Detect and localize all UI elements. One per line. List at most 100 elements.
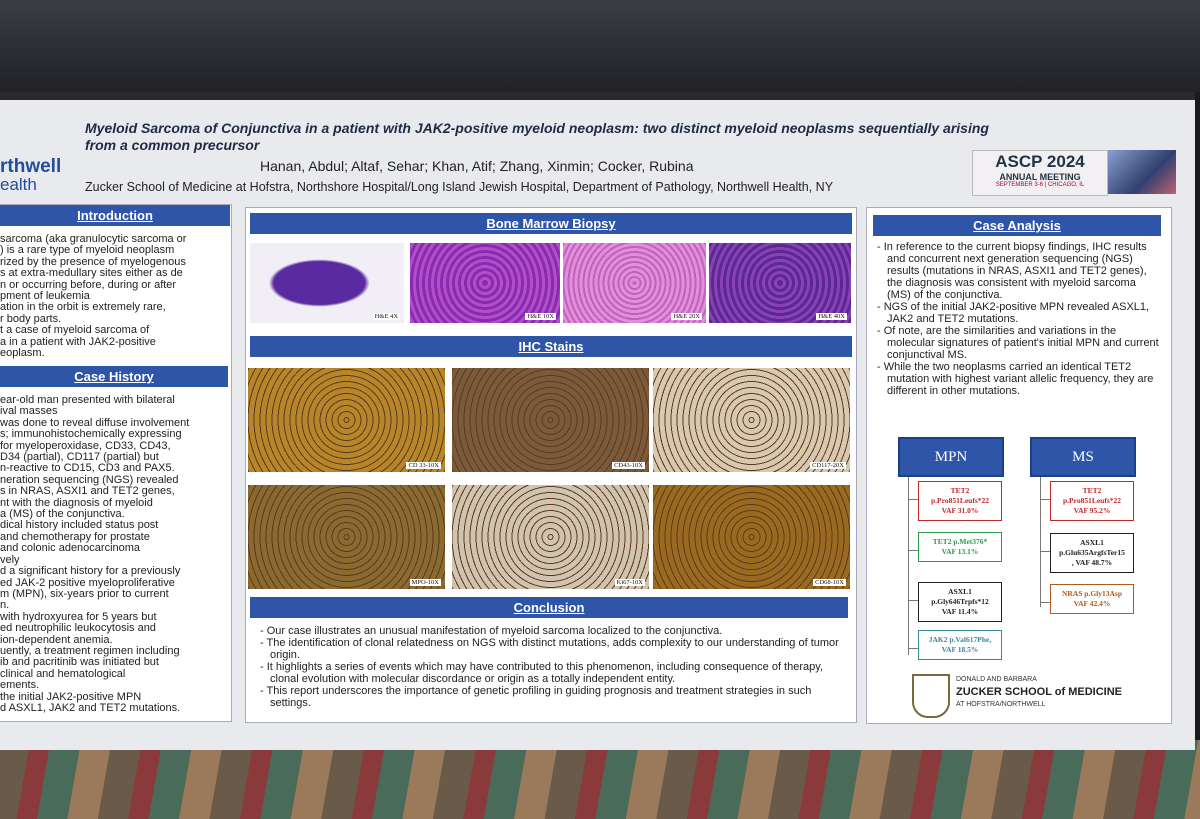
section-heading: Bone Marrow Biopsy <box>250 213 852 234</box>
text-line: ) is a rare type of myeloid neoplasm <box>0 244 175 257</box>
text-line: n-reactive to CD15, CD3 and PAX5. <box>0 462 175 475</box>
mutation-line: VAF 95.2% <box>1073 506 1111 515</box>
text-line: eoplasm. <box>0 347 45 360</box>
section-heading: Conclusion <box>250 597 848 618</box>
mutation-line: ASXL1 <box>1080 538 1104 547</box>
mutation-line: p.Glu635ArgfsTer15 <box>1059 548 1125 557</box>
authors: Hanan, Abdul; Altaf, Sehar; Khan, Atif; … <box>260 158 694 174</box>
image-label: CD68-10X <box>813 579 846 586</box>
connector <box>1040 602 1050 603</box>
text-line: and chemotherapy for prostate <box>0 530 150 543</box>
text-line: a (MS) of the conjunctiva. <box>0 508 125 521</box>
image-label: CD 33-10X <box>406 462 441 469</box>
mutation-line: VAF 11.4% <box>941 607 979 616</box>
mutation-line: ASXL1 <box>948 587 972 596</box>
connector <box>908 550 918 551</box>
section-heading: Introduction <box>0 205 230 226</box>
footer: DONALD AND BARBARA <box>956 676 1037 683</box>
mutation-line: TET2 p.Met376* <box>932 537 988 546</box>
text-line: and colonic adenocarcinoma <box>0 542 141 555</box>
text-line: ion-dependent anemia. <box>0 633 113 646</box>
mutation-box: TET2 p.Pro851Leufs*22 VAF 95.2% <box>1050 481 1134 521</box>
footer: ZUCKER SCHOOL of MEDICINE <box>956 686 1123 698</box>
mutation-box: NRAS p.Gly13Asp VAF 42.4% <box>1050 584 1134 614</box>
bullet: This report underscores the importance o… <box>256 685 846 709</box>
mutation-box: ASXL1 p.Glu635ArgfsTer15, VAF 48.7% <box>1050 533 1134 573</box>
mutation-line: VAF 31.0% <box>941 506 979 515</box>
text-line: the initial JAK2-positive MPN <box>0 690 142 703</box>
text-line: t a case of myeloid sarcoma of <box>0 324 150 337</box>
bullet: While the two neoplasms carried an ident… <box>873 361 1161 397</box>
micrograph: H&E 10X <box>410 243 560 323</box>
text-line: d ASXL1, JAK2 and TET2 mutations. <box>0 701 181 714</box>
text-line: D34 (partial), CD117 (partial) but <box>0 451 159 464</box>
logo: rthwell <box>0 156 62 177</box>
mutation-line: JAK2 p.Val617Phe, <box>928 635 992 644</box>
micrograph: Ki67-10X <box>452 485 649 589</box>
connector <box>908 477 909 655</box>
image-label: H&E 4X <box>372 313 400 320</box>
affiliation: Zucker School of Medicine at Hofstra, No… <box>85 180 834 194</box>
text-line: s; immunohistochemically expressing <box>0 428 182 441</box>
mutation-line: TET2 <box>950 486 970 495</box>
text-line: vely <box>0 553 20 566</box>
micrograph: H&E 4X <box>250 243 404 323</box>
micrograph: H&E 40X <box>709 243 851 323</box>
text-line: pment of leukemia <box>0 290 90 303</box>
image-label: CD43-10X <box>612 462 645 469</box>
text-line: d a significant history for a previously <box>0 565 181 578</box>
mutation-box: JAK2 p.Val617Phe, VAF 18.5% <box>918 630 1002 660</box>
text-line: rized by the presence of myelogenous <box>0 255 186 268</box>
left-panel <box>0 204 232 722</box>
history-text: ear-old man presented with bilateral ival… <box>0 394 190 714</box>
connector <box>1040 551 1050 552</box>
text-line: for myeloperoxidase, CD33, CD43, <box>0 439 171 452</box>
intro-text: sarcoma (aka granulocytic sarcoma or) is… <box>0 233 186 360</box>
text-line: neration sequencing (NGS) revealed <box>0 473 179 486</box>
bullet: In reference to the current biopsy findi… <box>873 241 1161 301</box>
mutation-line: p.Pro851Leufs*22 <box>1063 496 1121 505</box>
text-line: was done to reveal diffuse involvement <box>0 416 190 429</box>
section-heading: Case History <box>0 366 228 387</box>
mutation-box: TET2 p.Met376* VAF 13.1% <box>918 532 1002 562</box>
text-line: clinical and hematological <box>0 667 126 680</box>
connector <box>908 648 918 649</box>
mutation-box: ASXL1 p.Gly646Trpfs*12 VAF 11.4% <box>918 582 1002 622</box>
conference: ASCP 2024 <box>995 152 1085 171</box>
mutation-line: VAF 42.4% <box>1073 599 1111 608</box>
section-heading: Case Analysis <box>873 215 1161 236</box>
image-label: MPO-10X <box>409 579 441 586</box>
mutation-line: NRAS p.Gly13Asp <box>1061 589 1122 598</box>
bullet: NGS of the initial JAK2-positive MPN rev… <box>873 301 1161 325</box>
bullet: It highlights a series of events which m… <box>256 661 846 685</box>
analysis-text: In reference to the current biopsy findi… <box>873 241 1161 397</box>
text-line: s in NRAS, ASXI1 and TET2 genes, <box>0 485 175 498</box>
text-line: r body parts. <box>0 312 62 325</box>
text-line: ib and pacritinib was initiated but <box>0 656 159 669</box>
mpn-header: MPN <box>898 437 1004 477</box>
conclusion-text: Our case illustrates an unusual manifest… <box>256 625 846 709</box>
connector <box>1040 477 1041 607</box>
text-line: n. <box>0 599 10 612</box>
micrograph: CD 33-10X <box>248 368 445 472</box>
micrograph: CD117-20X <box>653 368 850 472</box>
mutation-line: p.Pro851Leufs*22 <box>931 496 989 505</box>
text-line: ements. <box>0 679 40 692</box>
text-line: ed JAK-2 positive myeloproliferative <box>0 576 175 589</box>
image-label: Ki67-10X <box>614 579 645 586</box>
carpet <box>0 740 1200 819</box>
text-line: ed neutrophilic leukocytosis and <box>0 622 156 635</box>
conference-sub: ANNUAL MEETING <box>999 172 1081 182</box>
connector <box>908 499 918 500</box>
text-line: nt with the diagnosis of myeloid <box>0 496 153 509</box>
micrograph: CD43-10X <box>452 368 649 472</box>
text-line: ival masses <box>0 405 58 418</box>
micrograph: H&E 20X <box>563 243 706 323</box>
title: Myeloid Sarcoma of Conjunctiva in a pati… <box>85 120 989 153</box>
mutation-box: TET2 p.Pro851Leufs*22 VAF 31.0% <box>918 481 1002 521</box>
conference-logo: ASCP 2024 ANNUAL MEETING SEPTEMBER 3-6 |… <box>972 150 1108 196</box>
micrograph: CD68-10X <box>653 485 850 589</box>
connector <box>1040 499 1050 500</box>
ms-header: MS <box>1030 437 1136 477</box>
